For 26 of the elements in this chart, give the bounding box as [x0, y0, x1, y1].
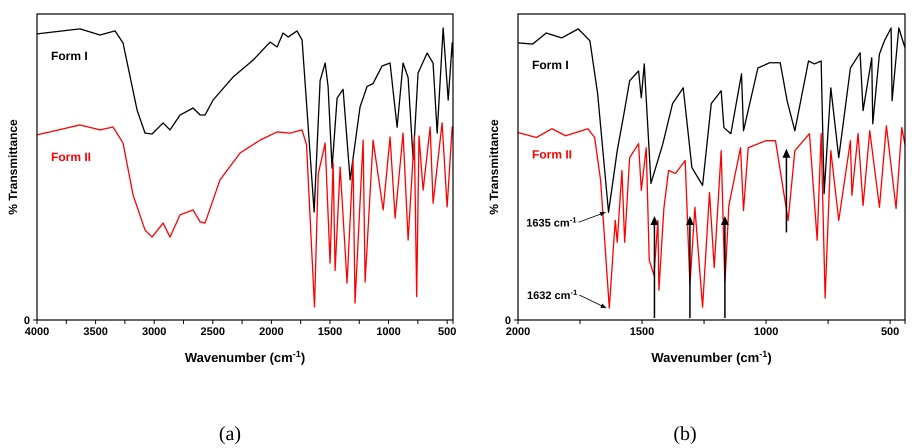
x-tick-label: 1000	[376, 326, 401, 338]
series-label: Form II	[532, 148, 572, 162]
y-axis-title: % Transmittance	[487, 118, 501, 215]
x-tick-label: 500	[880, 326, 900, 338]
text: 0	[24, 315, 30, 327]
x-tick-label: 1500	[630, 326, 654, 338]
x-tick-label: 2000	[506, 326, 530, 338]
x-tick-label: 2500	[200, 326, 226, 338]
x-tick-label: 2000	[259, 326, 284, 338]
x-tick-label: 3000	[142, 326, 166, 338]
annotation: 1635 cm$^{-1}$	[526, 214, 578, 230]
text: (b)	[673, 423, 697, 445]
x-tick-label: 500	[438, 326, 456, 338]
x-tick-label: 3500	[83, 326, 108, 338]
x-axis-title: Wavenumber (cm$^{-1}$)	[184, 349, 306, 365]
y-axis-title: % Transmittance	[6, 118, 20, 215]
x-tick-label: 1500	[318, 326, 342, 338]
annotation: 1632 cm$^{-1}$	[527, 288, 578, 302]
series-label: Form I	[532, 58, 569, 72]
x-axis-title: Wavenumber (cm$^{-1}$)	[651, 349, 772, 365]
text: (a)	[218, 423, 242, 445]
text: 0	[504, 315, 511, 327]
series-label: Form II	[51, 150, 92, 164]
x-tick-label: 4000	[24, 326, 50, 338]
series-label: Form I	[51, 48, 88, 63]
x-tick-label: 1000	[754, 326, 778, 338]
